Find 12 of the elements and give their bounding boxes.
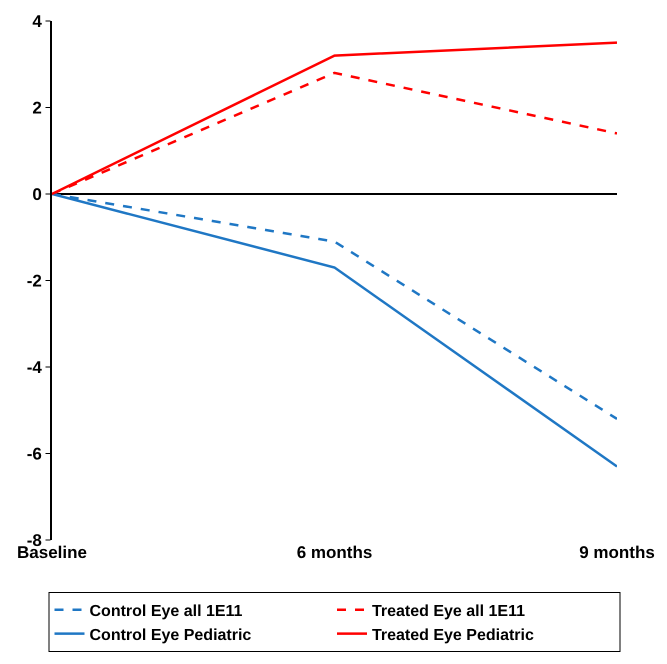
x-tick-label: 9 months xyxy=(579,543,655,562)
legend-label: Control Eye all 1E11 xyxy=(90,603,243,620)
y-tick-label: -2 xyxy=(26,271,42,290)
legend-label: Treated Eye Pediatric xyxy=(372,626,534,644)
x-tick-label: 6 months xyxy=(296,543,372,562)
legend-label: Control Eye Pediatric xyxy=(90,626,252,644)
y-tick-label: -6 xyxy=(26,444,42,464)
y-tick-label: 4 xyxy=(32,12,42,31)
legend-label: Treated Eye all 1E11 xyxy=(372,603,526,620)
y-tick-label: 2 xyxy=(32,98,42,118)
y-tick-label: -4 xyxy=(26,358,42,377)
y-tick-label: 0 xyxy=(32,184,42,204)
